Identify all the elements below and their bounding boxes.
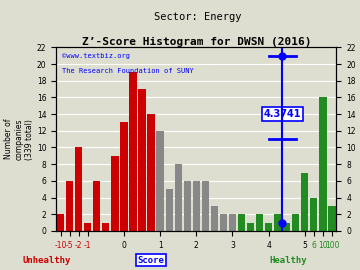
Bar	[102, 222, 109, 231]
Bar	[283, 222, 291, 231]
Bar	[247, 222, 254, 231]
Bar	[166, 189, 173, 231]
Text: ©www.textbiz.org: ©www.textbiz.org	[62, 53, 130, 59]
Text: Healthy: Healthy	[269, 256, 307, 265]
Bar	[229, 214, 236, 231]
Text: Score: Score	[138, 256, 165, 265]
Title: Z’-Score Histogram for DWSN (2016): Z’-Score Histogram for DWSN (2016)	[81, 36, 311, 47]
Bar	[66, 181, 73, 231]
Text: 4.3741: 4.3741	[264, 109, 301, 119]
Y-axis label: Number of
companies
(339 total): Number of companies (339 total)	[4, 118, 34, 160]
Bar	[93, 181, 100, 231]
Bar	[138, 89, 146, 231]
Bar	[175, 164, 182, 231]
Bar	[301, 173, 309, 231]
Bar	[202, 181, 209, 231]
Text: Unhealthy: Unhealthy	[23, 256, 71, 265]
Bar	[256, 214, 263, 231]
Bar	[238, 214, 245, 231]
Bar	[319, 97, 327, 231]
Bar	[57, 214, 64, 231]
Bar	[129, 72, 136, 231]
Bar	[111, 156, 118, 231]
Text: The Research Foundation of SUNY: The Research Foundation of SUNY	[62, 68, 193, 73]
Bar	[184, 181, 191, 231]
Bar	[265, 222, 272, 231]
Bar	[157, 131, 164, 231]
Bar	[274, 214, 281, 231]
Bar	[220, 214, 227, 231]
Bar	[193, 181, 200, 231]
Bar	[148, 114, 155, 231]
Bar	[328, 206, 336, 231]
Text: Sector: Energy: Sector: Energy	[154, 12, 242, 22]
Bar	[84, 222, 91, 231]
Bar	[120, 123, 127, 231]
Bar	[292, 214, 300, 231]
Bar	[310, 198, 318, 231]
Bar	[75, 147, 82, 231]
Bar	[211, 206, 218, 231]
